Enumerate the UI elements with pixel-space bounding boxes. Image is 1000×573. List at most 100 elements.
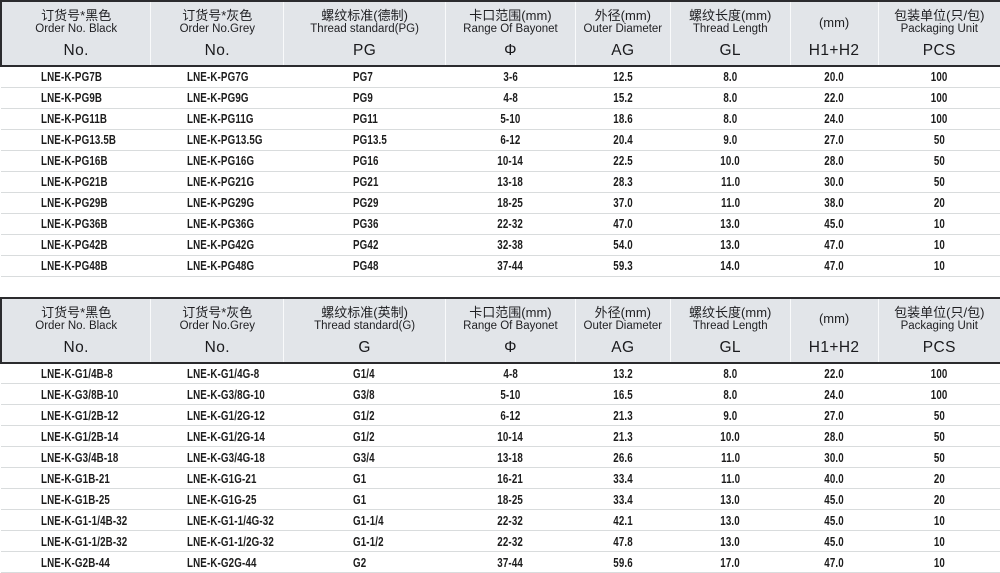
cell: 13.0 <box>670 213 791 235</box>
cell: 18-25 <box>445 192 576 214</box>
cell: LNE-K-G1G-21 <box>150 467 284 489</box>
col-code: Φ <box>504 42 517 59</box>
col-header-0-0: 订货号*黑色 Order No. Black No. <box>0 0 152 67</box>
cell-value: PG7 <box>352 69 373 85</box>
cell-value: LNE-K-PG21G <box>186 174 255 189</box>
col-title-en: Order No.Grey <box>179 23 255 36</box>
cell: 45.0 <box>790 530 879 552</box>
cell: 18-25 <box>445 488 576 510</box>
cell-value: LNE-K-PG36B <box>41 216 108 231</box>
cell: 28.0 <box>790 150 879 172</box>
cell-value: PG42 <box>352 237 379 252</box>
cell: LNE-K-PG29B <box>1 192 151 214</box>
table-row: LNE-K-G3/8B-10 LNE-K-G3/8G-10 G3/8 5-10 16.5… <box>1 383 1000 405</box>
cell-value: 13-18 <box>497 174 524 189</box>
cell-value: LNE-K-G2B-44 <box>41 554 110 570</box>
col-title-en: Order No. Black <box>35 319 118 332</box>
cell: LNE-K-PG16G <box>150 150 284 172</box>
cell: 10 <box>878 255 1000 277</box>
cell-value: 37-44 <box>497 258 524 273</box>
cell: PG29 <box>283 192 446 214</box>
col-code: GL <box>719 338 741 356</box>
table-row: LNE-K-G3/4B-18 LNE-K-G3/4G-18 G3/4 13-18 26.… <box>1 446 1000 468</box>
cell: 20.0 <box>790 66 879 88</box>
cell-value: 27.0 <box>824 407 844 423</box>
cell-value: 12.5 <box>613 69 633 85</box>
cell-value: 42.1 <box>613 512 633 528</box>
cell: 6-12 <box>445 129 576 151</box>
col-title-en: Packaging Unit <box>900 319 978 332</box>
cell: LNE-K-PG16B <box>1 150 151 172</box>
cell-value: 6-12 <box>500 407 521 423</box>
col-title-cn: 卡口范围(mm) <box>469 8 552 24</box>
cell-value: 8.0 <box>723 69 738 85</box>
cell-value: LNE-K-PG7B <box>41 69 103 85</box>
cell-value: LNE-K-G1-1/2G-32 <box>186 533 274 549</box>
cell: 33.4 <box>575 488 671 510</box>
table-row: LNE-K-PG13.5B LNE-K-PG13.5G PG13.5 6-12 20.4… <box>1 129 1000 151</box>
cell-value: LNE-K-G1-1/4G-32 <box>186 512 274 528</box>
cell: 11.0 <box>670 446 791 468</box>
cell-value: LNE-K-G3/4G-18 <box>186 449 265 465</box>
cell-value: 18.6 <box>613 111 633 126</box>
table-row: LNE-K-PG48B LNE-K-PG48G PG48 37-44 59.3 14.0 4… <box>1 255 1000 277</box>
cell: LNE-K-PG36B <box>1 213 151 235</box>
cell: 13.0 <box>670 509 791 531</box>
cell-value: 10 <box>933 533 945 549</box>
cell-value: LNE-K-PG42B <box>41 237 108 252</box>
col-title-cn: (mm) <box>818 14 850 30</box>
cell-value: 22-32 <box>497 533 524 549</box>
cell-value: G1 <box>352 470 367 486</box>
col-title-en: Thread standard(G) <box>314 319 416 332</box>
cell: 28.0 <box>790 425 879 447</box>
cell-value: 22.0 <box>824 90 844 105</box>
cell: LNE-K-G1G-25 <box>150 488 284 510</box>
col-header-1-5: 螺纹长度(mm) Thread Length GL <box>670 296 791 364</box>
cell: 20 <box>878 467 1000 489</box>
cell-value: PG29 <box>352 195 379 210</box>
cell: LNE-K-G2G-44 <box>150 551 284 573</box>
cell: 45.0 <box>790 509 879 531</box>
cell-value: 100 <box>930 365 948 381</box>
cell: 50 <box>878 404 1000 426</box>
col-header-1-2: 螺纹标准(英制) Thread standard(G) G <box>283 296 447 364</box>
cell: 32-38 <box>445 234 576 256</box>
cell-value: LNE-K-PG21B <box>41 174 108 189</box>
cell-value: G1/2 <box>352 428 375 444</box>
col-code: Φ <box>504 338 517 356</box>
cell: LNE-K-G1-1/4G-32 <box>150 509 284 531</box>
cell-value: LNE-K-G2G-44 <box>186 554 257 570</box>
pg-table-section: 订货号*黑色 Order No. Black No. 订货号*灰色 Order No.G… <box>0 0 1000 277</box>
cell-value: 10.0 <box>720 428 741 444</box>
cell: 40.0 <box>790 467 879 489</box>
cell: 37.0 <box>575 192 671 214</box>
cell-value: 32-38 <box>497 237 524 252</box>
cell-value: 45.0 <box>824 216 844 231</box>
cell-value: PG48 <box>352 258 379 273</box>
col-header-0-1: 订货号*灰色 Order No.Grey No. <box>150 0 285 67</box>
cell: G1-1/2 <box>283 530 446 552</box>
col-code: No. <box>63 42 89 59</box>
col-title-en: Order No. Black <box>35 23 118 36</box>
cell-value: 59.6 <box>613 554 633 570</box>
col-title-cn: 卡口范围(mm) <box>469 304 552 320</box>
cell: 54.0 <box>575 234 671 256</box>
cell-value: 20.4 <box>613 132 633 147</box>
cell: G1/2 <box>283 425 446 447</box>
cell: 45.0 <box>790 213 879 235</box>
table-row: LNE-K-PG29B LNE-K-PG29G PG29 18-25 37.0 11.0 3… <box>1 192 1000 214</box>
table-row: LNE-K-G1-1/4B-32 LNE-K-G1-1/4G-32 G1-1/4 22… <box>1 509 1000 531</box>
table-row: LNE-K-G1B-25 LNE-K-G1G-25 G1 18-25 33.4 13.0 4… <box>1 488 1000 510</box>
cell-value: LNE-K-G1/4G-8 <box>186 365 260 381</box>
cell: 59.3 <box>575 255 671 277</box>
cell: 10.0 <box>670 425 791 447</box>
cell: LNE-K-G3/8G-10 <box>150 383 284 405</box>
cell-value: 8.0 <box>723 365 738 381</box>
cell: 50 <box>878 425 1000 447</box>
cell: LNE-K-G1/2G-14 <box>150 425 284 447</box>
col-code: No. <box>63 338 89 356</box>
cell-value: LNE-K-PG16G <box>186 153 255 168</box>
cell: 5-10 <box>445 383 576 405</box>
col-code: H1+H2 <box>808 338 860 356</box>
